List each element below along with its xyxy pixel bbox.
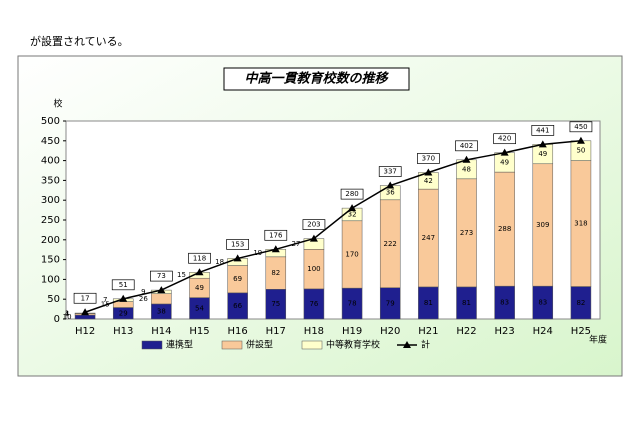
- chart-title: 中高一貫教育校数の推移: [244, 71, 389, 87]
- value-label: 170: [345, 250, 358, 258]
- value-label: 15: [177, 271, 186, 279]
- value-label: 32: [348, 210, 357, 218]
- total-label: 420: [498, 135, 511, 143]
- value-label: 36: [386, 189, 395, 197]
- total-label: 17: [81, 294, 90, 302]
- value-label: 50: [576, 147, 585, 155]
- value-label: 288: [498, 225, 511, 233]
- total-label: 203: [307, 221, 320, 229]
- total-label: 441: [536, 126, 549, 134]
- value-label: 79: [386, 299, 395, 307]
- value-label: 1: [65, 309, 69, 317]
- legend-swatch: [302, 341, 322, 349]
- bar-segment: [151, 294, 171, 304]
- value-label: 69: [233, 275, 242, 283]
- legend-label: 併設型: [246, 339, 273, 351]
- value-label: 29: [119, 309, 128, 317]
- value-label: 247: [422, 234, 435, 242]
- value-label: 82: [271, 269, 280, 277]
- x-tick-label: H14: [151, 326, 171, 337]
- value-label: 26: [139, 295, 148, 303]
- value-label: 49: [195, 284, 204, 292]
- total-label: 450: [574, 123, 587, 131]
- value-label: 100: [307, 265, 320, 273]
- value-label: 38: [157, 307, 166, 315]
- y-tick-label: 300: [41, 195, 60, 206]
- x-tick-label: H24: [533, 326, 553, 337]
- legend-label: 中等教育学校: [326, 339, 380, 351]
- y-tick-label: 0: [54, 314, 60, 325]
- x-tick-label: H20: [380, 326, 400, 337]
- total-label: 176: [269, 231, 283, 239]
- value-label: 42: [424, 177, 433, 185]
- value-label: 81: [424, 299, 433, 307]
- value-label: 78: [348, 300, 357, 308]
- value-label: 83: [538, 299, 547, 307]
- x-tick-label: H22: [456, 326, 476, 337]
- y-tick-label: 250: [41, 215, 60, 226]
- total-label: 337: [384, 168, 397, 176]
- value-label: 49: [500, 158, 509, 166]
- value-label: 75: [271, 300, 280, 308]
- y-tick-label: 500: [41, 116, 60, 127]
- y-tick-label: 200: [41, 235, 60, 246]
- total-label: 402: [460, 142, 473, 150]
- y-tick-label: 150: [41, 255, 60, 266]
- legend-swatch: [142, 341, 162, 349]
- y-tick-label: 50: [47, 294, 60, 305]
- x-tick-label: H15: [189, 326, 209, 337]
- bar-segment: [75, 315, 95, 319]
- value-label: 66: [233, 302, 242, 310]
- total-label: 280: [345, 190, 358, 198]
- value-label: 309: [536, 221, 549, 229]
- x-tick-label: H12: [75, 326, 95, 337]
- y-tick-label: 100: [41, 274, 60, 285]
- y-tick-label: 350: [41, 175, 60, 186]
- x-tick-label: H17: [266, 326, 286, 337]
- value-label: 7: [103, 296, 107, 304]
- legend-label: 計: [421, 339, 430, 351]
- y-tick-label: 450: [41, 136, 60, 147]
- value-label: 81: [462, 299, 471, 307]
- value-label: 76: [309, 300, 318, 308]
- value-label: 318: [574, 220, 587, 228]
- plot-area: [66, 121, 600, 319]
- value-label: 54: [195, 304, 204, 312]
- x-tick-label: H21: [418, 326, 438, 337]
- page-text: が設置されている。: [30, 34, 129, 48]
- legend-label: 連携型: [166, 339, 193, 351]
- total-label: 118: [193, 254, 206, 262]
- legend-swatch: [222, 341, 242, 349]
- x-tick-label: H16: [228, 326, 248, 337]
- x-axis-label: 年度: [589, 334, 607, 346]
- value-label: 83: [500, 299, 509, 307]
- x-tick-label: H18: [304, 326, 324, 337]
- value-label: 49: [538, 150, 547, 158]
- total-label: 51: [119, 281, 128, 289]
- value-label: 48: [462, 165, 471, 173]
- y-axis-label: 校: [53, 98, 62, 110]
- value-label: 273: [460, 229, 473, 237]
- value-label: 82: [576, 299, 585, 307]
- x-tick-label: H23: [495, 326, 515, 337]
- value-label: 222: [384, 240, 397, 248]
- y-tick-label: 400: [41, 156, 60, 167]
- bar-segment: [113, 302, 133, 308]
- x-tick-label: H19: [342, 326, 362, 337]
- total-label: 370: [422, 154, 435, 162]
- x-tick-label: H25: [571, 326, 591, 337]
- total-label: 153: [231, 240, 244, 248]
- x-tick-label: H13: [113, 326, 133, 337]
- total-label: 73: [157, 272, 166, 280]
